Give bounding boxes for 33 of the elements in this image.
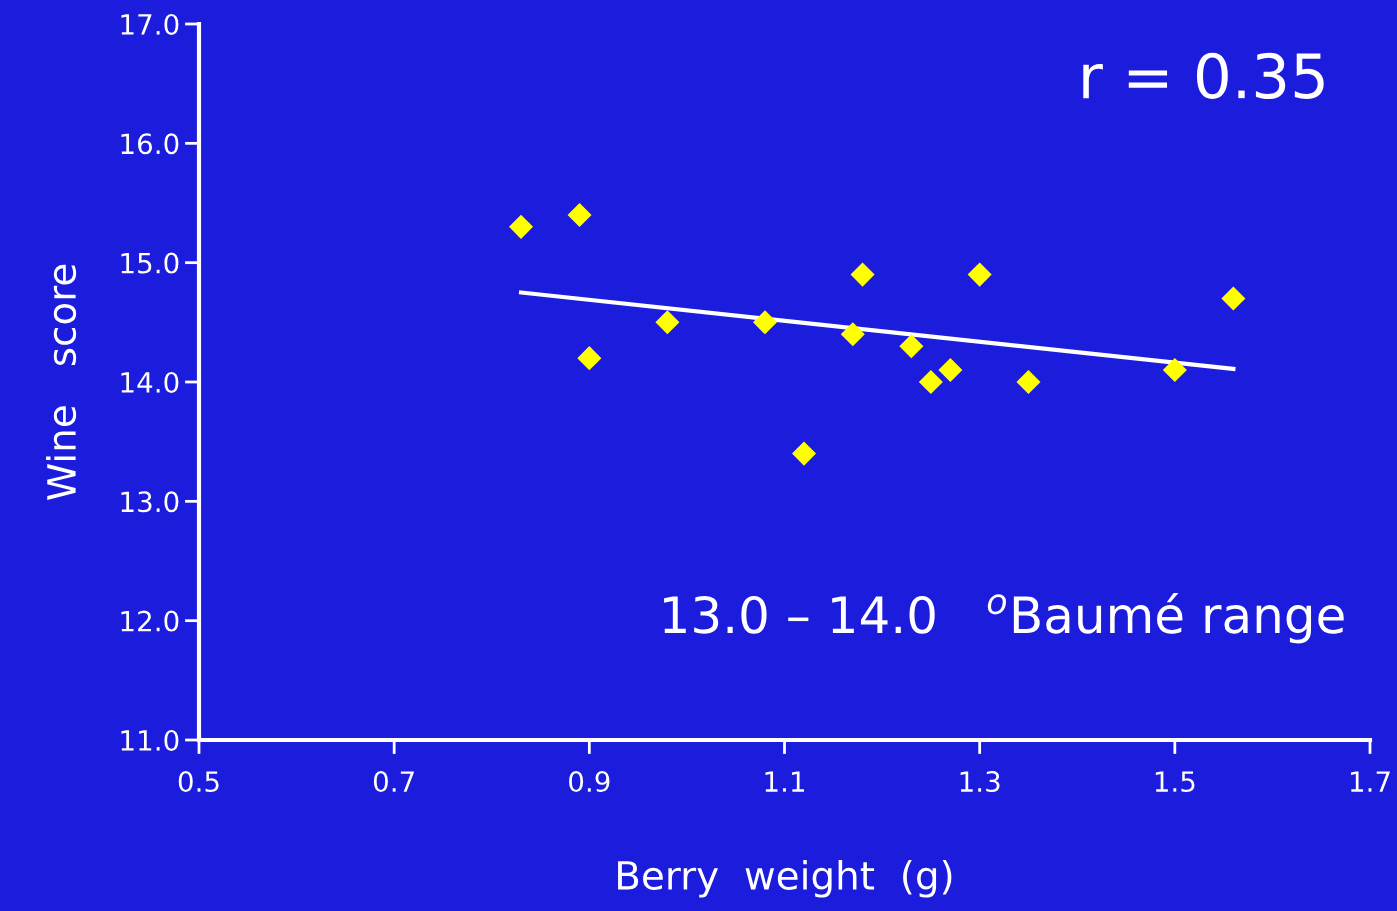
point [918,369,943,395]
y-tick-label: 12.0 [121,610,179,632]
point [1162,358,1187,383]
point [791,441,817,466]
x-tick-label: 1.1 [765,771,805,792]
y-tick-label: 17.0 [121,13,179,35]
y-tick-label: 15.0 [121,252,179,274]
point [899,334,924,359]
y-tick-label: 16.0 [121,133,179,155]
point [577,346,602,371]
x-tick-label: 1.3 [960,771,1000,793]
y-tick-label: 11.0 [121,729,179,751]
point [509,214,534,239]
point [655,310,680,335]
point [752,310,778,335]
x-tick-label: 1.7 [1350,771,1390,792]
annotation: 13.0 – 14.0 $^{o}$Baumé range [664,593,1344,644]
x-tick-label: 0.9 [569,771,610,793]
annotation: r = 0.35 [1083,52,1324,100]
point [967,262,992,287]
point [840,322,865,347]
y-tick-label: 13.0 [121,491,179,513]
y-tick-label: 14.0 [121,371,179,393]
x-tick-label: 1.5 [1155,771,1195,793]
point [938,358,963,383]
point [567,202,592,227]
point [1016,369,1041,395]
x-tick-label: 0.5 [178,771,219,793]
point [1221,286,1246,311]
point [850,262,875,287]
y-axis-title: Wine score [46,264,77,500]
x-axis-title: Berry weight (g) [618,859,952,898]
x-tick-label: 0.7 [373,771,414,793]
